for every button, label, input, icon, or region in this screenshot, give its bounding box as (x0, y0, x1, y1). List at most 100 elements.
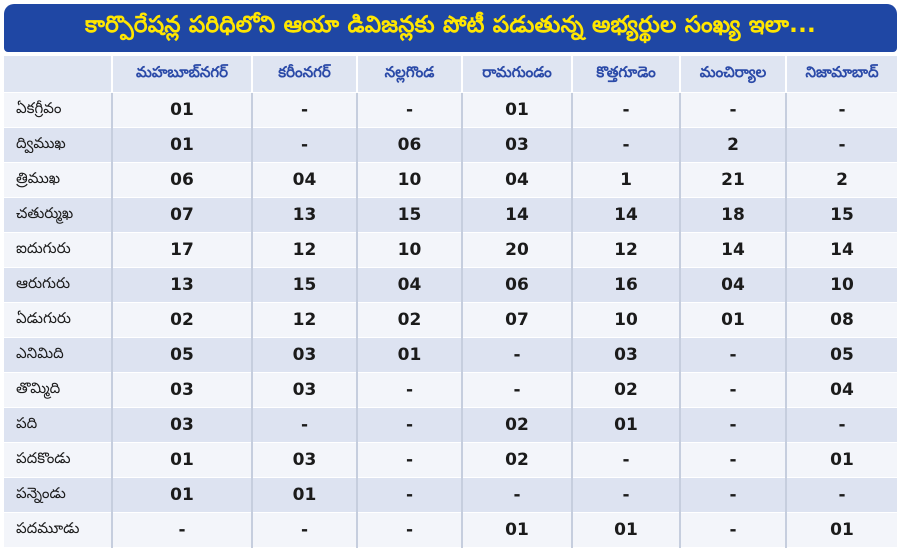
table-cell: 05 (785, 337, 897, 373)
table-cell: - (679, 92, 786, 128)
table-row: ఐదుగురు 17 12 10 20 12 14 14 (4, 232, 897, 268)
table-cell: 02 (571, 372, 680, 408)
table-row: పదకొండు 01 03-02- -01 (4, 442, 897, 478)
table-cell: 18 (679, 197, 786, 233)
table-cell: - (251, 407, 357, 443)
table-cell: 10 (356, 162, 462, 198)
table-cell: 02 (461, 442, 572, 478)
table-cell: 2 (679, 127, 786, 163)
table-cell: 08 (785, 302, 897, 338)
row-label: పదమూడు (4, 512, 112, 548)
table-cell: 01 (461, 92, 572, 128)
table-cell: 03 (251, 337, 357, 373)
table-cell: 04 (356, 267, 462, 303)
table-cell: 03 (251, 372, 357, 408)
table-cell: 03 (111, 407, 252, 443)
row-label: ఐదుగురు (4, 232, 112, 268)
table-row: ఆరుగురు 13 15 04 06 16 04 10 (4, 267, 897, 303)
table-cell: - (461, 337, 572, 373)
row-label: ఏకగ్రీవం (4, 92, 112, 128)
column-header: మహబూబ్‌నగర్ (111, 56, 252, 93)
table-cell: 01 (571, 512, 680, 548)
table-cell: - (679, 337, 786, 373)
table-cell: 03 (111, 372, 252, 408)
table-cell: 21 (679, 162, 786, 198)
table-cell: 01 (571, 407, 680, 443)
table-cell: 02 (461, 407, 572, 443)
table-cell: 15 (251, 267, 357, 303)
table-cell: - (111, 512, 252, 548)
table-row: ఏకగ్రీవం 01- -01- - - (4, 92, 897, 128)
table-row: పది 03- -02 01- - (4, 407, 897, 443)
column-header: కొత్తగూడెం (571, 56, 680, 93)
table-cell: 01 (461, 512, 572, 548)
table-cell: - (251, 92, 357, 128)
table-cell: 04 (251, 162, 357, 198)
table-cell: 13 (251, 197, 357, 233)
table-cell: - (679, 442, 786, 478)
table-cell: 10 (356, 232, 462, 268)
table-cell: 14 (461, 197, 572, 233)
table-cell: 03 (461, 127, 572, 163)
table-cell: - (571, 442, 680, 478)
table-cell: 07 (111, 197, 252, 233)
table-cell: - (679, 512, 786, 548)
table-cell: 12 (251, 232, 357, 268)
column-header: నిజామాబాద్ (785, 56, 897, 93)
table-header-row: మహబూబ్‌నగర్ కరీంనగర్ నల్లగొండ రామగుండం కొత్త… (4, 56, 897, 93)
table-cell: 01 (111, 442, 252, 478)
table-cell: 10 (785, 267, 897, 303)
row-label: ఆరుగురు (4, 267, 112, 303)
table-cell: 01 (785, 512, 897, 548)
table-cell: 01 (111, 477, 252, 513)
table-cell: - (785, 127, 897, 163)
table-cell: - (679, 407, 786, 443)
table-cell: - (785, 92, 897, 128)
table-row: ఎనిమిది 05 03 01-03-05 (4, 337, 897, 373)
table-cell: 01 (356, 337, 462, 373)
table-body: ఏకగ్రీవం 01- -01- - - ద్విముఖ 01-06 03-2- త్రిము… (4, 92, 897, 548)
table-cell: 14 (571, 197, 680, 233)
table-cell: 16 (571, 267, 680, 303)
table-cell: 10 (571, 302, 680, 338)
table-cell: - (356, 477, 462, 513)
table-cell: - (679, 477, 786, 513)
row-label: తొమ్మిది (4, 372, 112, 408)
table-cell: 01 (111, 127, 252, 163)
table-cell: 1 (571, 162, 680, 198)
table-cell: 15 (785, 197, 897, 233)
header-corner (4, 56, 112, 93)
table-cell: 07 (461, 302, 572, 338)
table-cell: 01 (111, 92, 252, 128)
table-cell: 03 (251, 442, 357, 478)
table-cell: 04 (679, 267, 786, 303)
candidates-table: మహబూబ్‌నగర్ కరీంనగర్ నల్లగొండ రామగుండం కొత్త… (4, 56, 897, 548)
table-cell: 02 (356, 302, 462, 338)
table-row: చతుర్ముఖ 07 13 15 14 14 18 15 (4, 197, 897, 233)
row-label: పదకొండు (4, 442, 112, 478)
table-cell: 17 (111, 232, 252, 268)
table-cell: - (785, 477, 897, 513)
table-cell: 20 (461, 232, 572, 268)
table-cell: - (356, 407, 462, 443)
table-cell: 12 (571, 232, 680, 268)
table-cell: 12 (251, 302, 357, 338)
table-cell: 13 (111, 267, 252, 303)
table-cell: 06 (461, 267, 572, 303)
table-cell: 02 (111, 302, 252, 338)
table-cell: 01 (679, 302, 786, 338)
page-title: కార్పొరేషన్ల పరిధిలోని ఆయా డివిజన్లకు పో… (84, 12, 816, 38)
row-label: చతుర్ముఖ (4, 197, 112, 233)
table-cell: 15 (356, 197, 462, 233)
table-row: త్రిముఖ 06 04 10 04 1 21 2 (4, 162, 897, 198)
row-label: ఏడుగురు (4, 302, 112, 338)
table-row: ఏడుగురు 02 12 02 07 10 01 08 (4, 302, 897, 338)
table-row: తొమ్మిది 03 03- -02-04 (4, 372, 897, 408)
table-cell: 06 (356, 127, 462, 163)
table-cell: 01 (785, 442, 897, 478)
table-cell: - (785, 407, 897, 443)
column-header: కరీంనగర్ (251, 56, 357, 93)
row-label: పది (4, 407, 112, 443)
row-label: పన్నెండు (4, 477, 112, 513)
table-cell: 01 (251, 477, 357, 513)
